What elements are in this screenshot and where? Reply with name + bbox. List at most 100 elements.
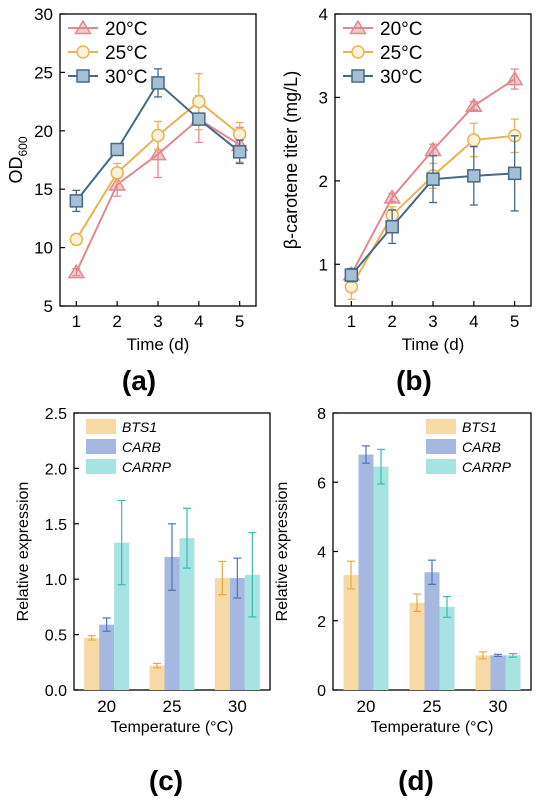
legend-label: 25°C <box>380 43 422 64</box>
x-tick-label: 4 <box>194 312 203 331</box>
data-point <box>426 172 440 186</box>
legend-label: 30°C <box>380 67 422 88</box>
y-tick-label: 10 <box>34 239 53 258</box>
bar <box>409 602 425 690</box>
chart-relative-expression-d: 0 2 4 6 8 20 25 30 Temperature (°C) Relative expr… <box>274 406 532 736</box>
data-point <box>505 70 524 86</box>
bar <box>424 572 440 690</box>
y-tick-label: 4 <box>319 5 328 24</box>
y-tick-label: 0.5 <box>45 628 67 645</box>
series-line <box>350 78 516 275</box>
y-axis-label-subscript: 600 <box>16 136 30 156</box>
data-point <box>344 268 359 282</box>
chart-od600: 5 10 15 20 25 30 1 2 3 4 5 Time (d) OD600 20°C 25°C 30°… <box>6 5 257 354</box>
data-point <box>110 166 124 180</box>
y-tick-label: 0 <box>317 683 326 700</box>
data-point <box>467 169 481 183</box>
legend-label: 20°C <box>105 19 147 40</box>
legend-marker <box>349 19 367 35</box>
y-tick-label: 1 <box>319 255 328 274</box>
y-tick-label: 2 <box>319 172 328 191</box>
y-tick-label: 8 <box>317 406 326 423</box>
y-tick-label: 2.0 <box>45 461 67 478</box>
legend-marker <box>76 69 90 83</box>
y-axis-label-main: OD <box>6 157 26 184</box>
x-axis-label: Temperature (°C) <box>111 719 234 736</box>
legend-label: 20°C <box>380 19 422 40</box>
legend-label: CARRP <box>122 459 172 475</box>
data-point <box>192 112 206 126</box>
legend-marker <box>351 69 365 83</box>
y-axis-label: OD600 <box>6 136 30 183</box>
y-axis-label: β-carotene titer (mg/L) <box>281 71 301 249</box>
panel-label-c: (c) <box>149 765 183 796</box>
y-tick-label: 4 <box>317 545 326 562</box>
series-line <box>75 117 241 273</box>
x-tick-label: 2 <box>112 312 121 331</box>
x-tick-label: 20 <box>97 697 116 716</box>
bar <box>343 575 359 690</box>
data-point <box>151 76 165 90</box>
legend-label: BTS1 <box>462 419 497 435</box>
bar <box>214 578 230 690</box>
data-point <box>467 133 481 147</box>
data-point <box>149 145 167 161</box>
x-tick-label: 30 <box>489 697 508 716</box>
x-tick-label: 1 <box>72 312 81 331</box>
y-tick-label: 1.5 <box>45 517 67 534</box>
bar <box>358 454 374 690</box>
bar <box>99 624 115 690</box>
legend-label: 25°C <box>105 43 147 64</box>
data-point <box>69 194 84 208</box>
legend-swatch <box>426 459 456 474</box>
legend-swatch <box>86 459 116 474</box>
series-30c <box>344 135 522 283</box>
data-point <box>69 232 84 247</box>
x-tick-label: 3 <box>153 312 162 331</box>
bar <box>179 538 195 690</box>
y-tick-label: 15 <box>34 180 53 199</box>
data-point <box>108 176 126 191</box>
data-point <box>67 263 86 279</box>
series-30c <box>69 68 247 213</box>
bar <box>373 466 389 690</box>
legend-swatch <box>426 439 456 454</box>
legend-marker <box>74 19 92 35</box>
y-tick-label: 5 <box>44 297 53 316</box>
data-point <box>344 280 359 294</box>
x-tick-label: 1 <box>347 312 356 331</box>
y-axis-label-main: β-carotene titer (mg/L) <box>281 71 301 249</box>
y-axis-label: Relative expression <box>15 482 32 622</box>
data-point <box>232 145 247 159</box>
data-point <box>383 189 401 204</box>
panel-label-a: (a) <box>122 365 156 396</box>
y-tick-label: 1.0 <box>45 572 67 589</box>
x-tick-label: 30 <box>228 697 247 716</box>
bar <box>439 606 455 690</box>
x-tick-label: 25 <box>423 697 442 716</box>
legend-swatch <box>86 419 116 434</box>
y-tick-label: 0.0 <box>45 683 67 700</box>
bar <box>149 665 165 690</box>
bar <box>475 655 491 690</box>
y-tick-label: 2 <box>317 614 326 631</box>
y-axis-label: Relative expression <box>274 482 291 622</box>
bar <box>244 574 260 690</box>
legend-marker <box>76 45 90 59</box>
legend-label: 30°C <box>105 67 147 88</box>
y-tick-label: 3 <box>319 88 328 107</box>
legend-swatch <box>86 439 116 454</box>
x-axis-label: Time (d) <box>127 335 190 354</box>
series-25c <box>69 72 247 247</box>
data-point <box>232 127 247 142</box>
x-tick-label: 5 <box>510 312 519 331</box>
data-point <box>465 97 483 113</box>
legend-label: CARB <box>462 439 501 455</box>
data-point <box>110 142 124 157</box>
y-tick-label: 6 <box>317 475 326 492</box>
y-tick-label: 30 <box>34 5 53 24</box>
data-point <box>385 219 399 234</box>
x-tick-label: 5 <box>235 312 244 331</box>
chart-beta-carotene: 1 2 3 4 1 2 3 4 5 Time (d) β-carotene titer (mg/L)… <box>281 5 532 354</box>
